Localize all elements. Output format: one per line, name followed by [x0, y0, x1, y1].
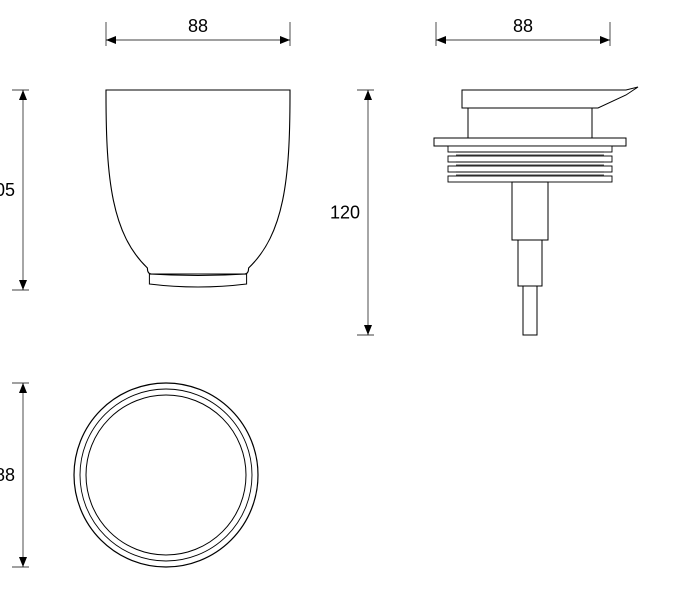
technical-drawing: 88 105 88 120 88	[0, 0, 678, 600]
dim-front-height: 105	[0, 180, 15, 200]
dim-front-width: 88	[188, 16, 208, 36]
dim-side-height: 120	[330, 203, 360, 223]
dim-side-width: 88	[513, 16, 533, 36]
dim-top-diameter: 88	[0, 465, 15, 485]
